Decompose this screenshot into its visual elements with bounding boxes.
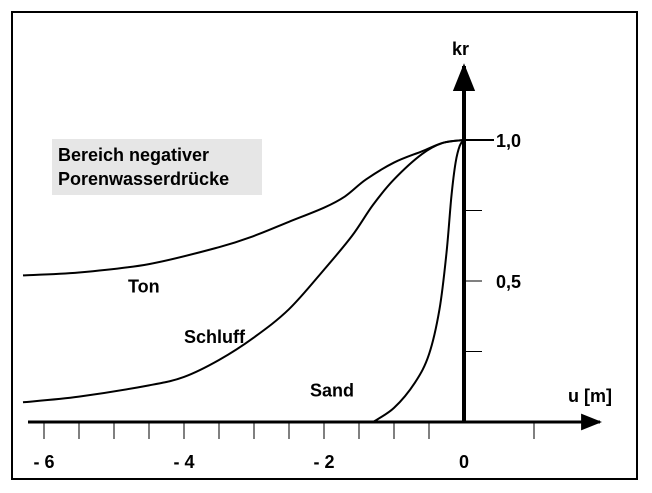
y-axis-label: kr xyxy=(452,39,469,59)
x-tick-label: - 4 xyxy=(173,452,194,472)
series-schluff-line xyxy=(22,139,465,404)
x-tick-label: - 2 xyxy=(313,452,334,472)
series-sand-label: Sand xyxy=(310,381,354,401)
series-schluff-label: Schluff xyxy=(184,327,246,347)
x-axis-label: u [m] xyxy=(568,386,612,406)
annotation-box: Bereich negativer Porenwasserdrücke xyxy=(52,139,262,195)
annotation-line-2: Porenwasserdrücke xyxy=(58,169,230,189)
y-tick-label: 1,0 xyxy=(496,131,521,151)
x-tick-label: 0 xyxy=(459,452,469,472)
series-ton-label: Ton xyxy=(128,276,160,296)
annotation-line-1: Bereich negativer xyxy=(58,145,210,165)
y-tick-label: 0,5 xyxy=(496,272,521,292)
series-ton-line xyxy=(22,139,465,277)
chart-frame xyxy=(11,11,638,480)
series-sand-line xyxy=(372,139,465,423)
x-tick-label: - 6 xyxy=(33,452,54,472)
